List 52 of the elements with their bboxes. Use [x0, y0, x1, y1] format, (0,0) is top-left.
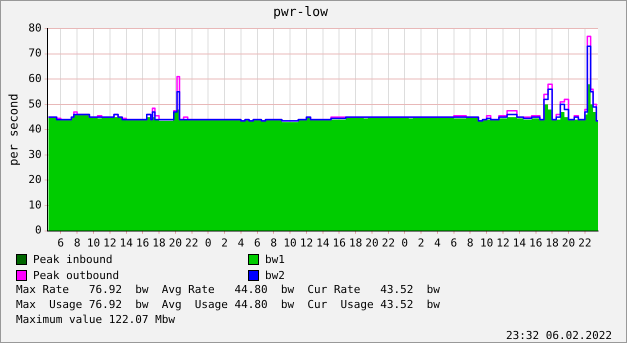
- x-tick-label: 20: [562, 236, 576, 250]
- text: bw1: [265, 253, 285, 266]
- x-tick-label: 12: [103, 236, 117, 250]
- x-tick-label: 22: [185, 236, 198, 250]
- y-tick-label: 60: [28, 72, 42, 86]
- x-tick-label: 6: [254, 236, 261, 250]
- x-tick-label: 8: [466, 236, 474, 250]
- x-tick-label: 0: [401, 236, 408, 250]
- x-tick-label: 0: [204, 236, 212, 250]
- x-tick-label: 4: [434, 236, 442, 250]
- legend-label: Peak outbound: [33, 269, 120, 282]
- x-tick-label: 16: [529, 236, 542, 250]
- y-tick-label: 0: [35, 224, 42, 237]
- y-tick-label: 20: [28, 173, 42, 186]
- y-tick-label: 30: [28, 148, 42, 161]
- x-tick-label: 14: [120, 236, 134, 250]
- x-tick-label: 18: [546, 236, 559, 250]
- legend-label: Peak inbound: [33, 253, 112, 266]
- x-tick-label: 18: [348, 236, 362, 250]
- x-tick-label: 18: [152, 236, 166, 250]
- x-tick-label: 10: [86, 236, 100, 250]
- x-tick-label: 14: [316, 236, 330, 250]
- text: Max Usage 76.92 bw Avg Usage 44.80 bw Cur Usage 43.52 bw: [16, 297, 441, 312]
- text: Maximum value 122.07 Mbw: [16, 312, 176, 327]
- y-tick-label: 80: [28, 21, 42, 34]
- chart-title: pwr-low: [273, 5, 328, 20]
- text: Max Rate 76.92 bw Avg Rate 44.80 bw Cur Rate 43.52 bw: [16, 282, 441, 297]
- x-tick-label: 10: [480, 236, 494, 250]
- x-tick-label: 10: [283, 236, 297, 250]
- y-tick-label: 10: [28, 198, 42, 212]
- x-tick-label: 14: [512, 236, 526, 250]
- legend-label: bw2: [265, 269, 285, 282]
- x-tick-label: 2: [418, 236, 424, 250]
- x-tick-label: 22: [382, 236, 395, 250]
- x-tick-label: 8: [270, 236, 277, 250]
- x-tick-label: 16: [332, 236, 346, 250]
- x-tick-label: 2: [221, 236, 228, 250]
- y-tick-label: 70: [28, 46, 42, 60]
- x-tick-label: 8: [74, 236, 80, 250]
- x-tick-label: 6: [450, 236, 458, 250]
- x-tick-label: 20: [365, 236, 379, 250]
- x-tick-label: 20: [168, 236, 182, 250]
- y-axis-title: per second: [6, 94, 20, 166]
- x-tick-label: 12: [496, 236, 510, 250]
- x-tick-label: 12: [300, 236, 314, 250]
- x-tick-label: 6: [57, 236, 64, 250]
- y-tick-label: 40: [28, 122, 42, 136]
- x-tick-label: 22: [578, 236, 592, 250]
- x-tick-label: 16: [136, 236, 150, 250]
- y-tick-label: 50: [28, 97, 42, 110]
- text: 23:32 06.02.2022: [505, 328, 612, 343]
- x-tick-label: 4: [238, 236, 245, 250]
